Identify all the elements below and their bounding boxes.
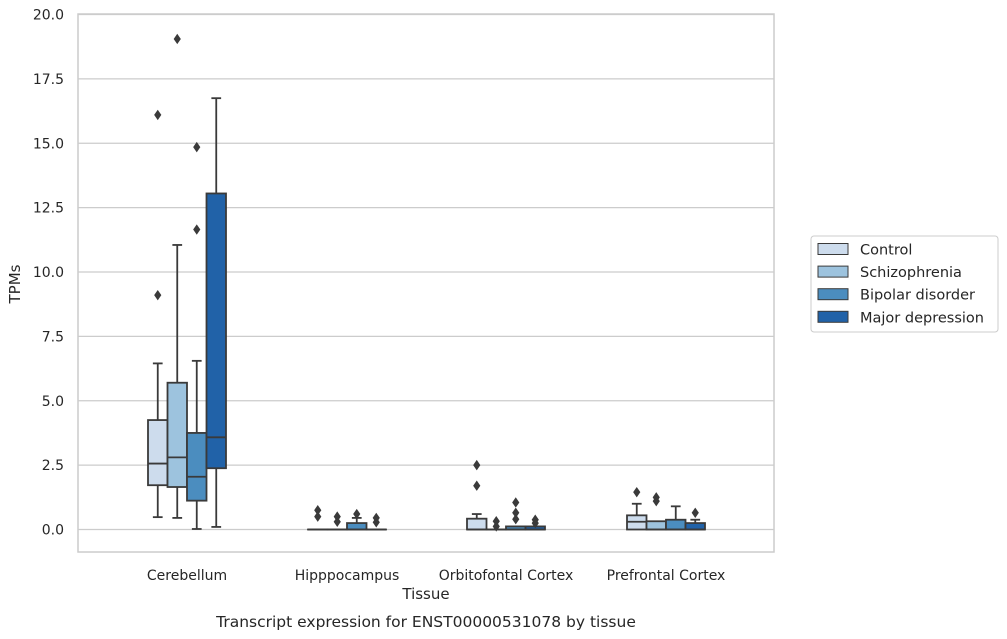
legend-swatch [817,243,849,255]
outlier-point [492,516,500,527]
box-mark [147,109,169,519]
box-body [684,522,706,531]
outlier-point [154,289,162,301]
x-tick-label: Prefrontal Cortex [607,568,726,584]
box-mark [485,516,507,532]
outlier-point [512,497,520,508]
box-mark [307,504,329,531]
box-body [645,520,667,531]
outlier-point [473,459,481,471]
box-mark [524,514,546,531]
legend-label: Control [860,243,912,259]
outlier-point [193,141,201,153]
outlier-point [531,514,539,525]
outlier-point [173,33,181,45]
legend-frame [810,235,999,333]
outlier-point [652,492,660,503]
box-mark [205,97,227,528]
outlier-point [691,507,699,518]
y-tick-label: 10.0 [33,265,64,281]
y-tick-label: 0.0 [42,523,64,539]
plot-area-frame [77,13,775,553]
outlier-point [314,511,322,522]
legend-items: Control Schizophrenia Bipolar disorder Majo… [817,243,984,326]
box-mark [365,512,387,531]
box-body [346,522,368,531]
x-tick-label: Orbitofontal Cortex [439,568,574,584]
outlier-point [512,514,520,525]
series-group [205,97,706,531]
series-group [166,33,667,532]
box-mark [186,141,208,530]
x-tick-label: Hipppocampus [295,568,400,584]
outlier-point [512,507,520,518]
box-body [665,518,687,531]
outlier-point [154,109,162,121]
box-mark [665,505,687,531]
x-tick-label: Cerebellum [147,568,227,584]
series-group [186,141,687,531]
y-tick-label: 5.0 [42,394,64,410]
legend-swatch [817,310,849,323]
box-body [166,381,188,488]
x-tick-labels: Cerebellum Hipppocampus Orbitofontal Corte… [147,568,725,584]
legend-label: Bipolar disorder [860,288,975,304]
box-body [147,419,169,487]
box-mark [626,486,648,531]
legend-label: Schizophrenia [860,265,962,281]
box-body [466,517,488,531]
box-body [205,192,227,470]
box-mark [346,508,368,531]
box-mark [645,492,667,531]
y-tick-labels: 0.0 2.5 5.0 7.5 10.0 12.5 15.0 17.5 20.0 [33,8,64,539]
legend-swatch [817,265,849,278]
y-axis-label: TPMs [6,264,24,304]
outlier-point [473,480,481,491]
box-mark [326,511,348,531]
y-tick-label: 17.5 [33,72,64,88]
box-series [147,33,706,532]
box-mark [466,459,488,531]
legend-label: Major depression [860,310,984,326]
x-axis-label: Tissue [401,585,449,603]
outlier-point [314,504,322,516]
box-mark [505,497,527,531]
outlier-point [193,224,201,235]
outlier-point [372,512,380,524]
y-tick-label: 20.0 [33,8,64,24]
y-tick-label: 2.5 [42,458,64,474]
outlier-point [353,508,361,520]
box-mark [684,507,706,531]
y-tick-label: 12.5 [33,201,64,217]
box-mark [166,33,188,519]
y-tick-label: 7.5 [42,329,64,345]
y-tick-label: 15.0 [33,136,64,152]
outlier-point [333,511,341,522]
chart-caption: Transcript expression for ENST0000053107… [215,613,636,631]
legend: Control Schizophrenia Bipolar disorder Majo… [810,235,999,333]
outlier-point [633,486,641,498]
box-body [186,432,208,502]
legend-swatch [817,288,849,301]
